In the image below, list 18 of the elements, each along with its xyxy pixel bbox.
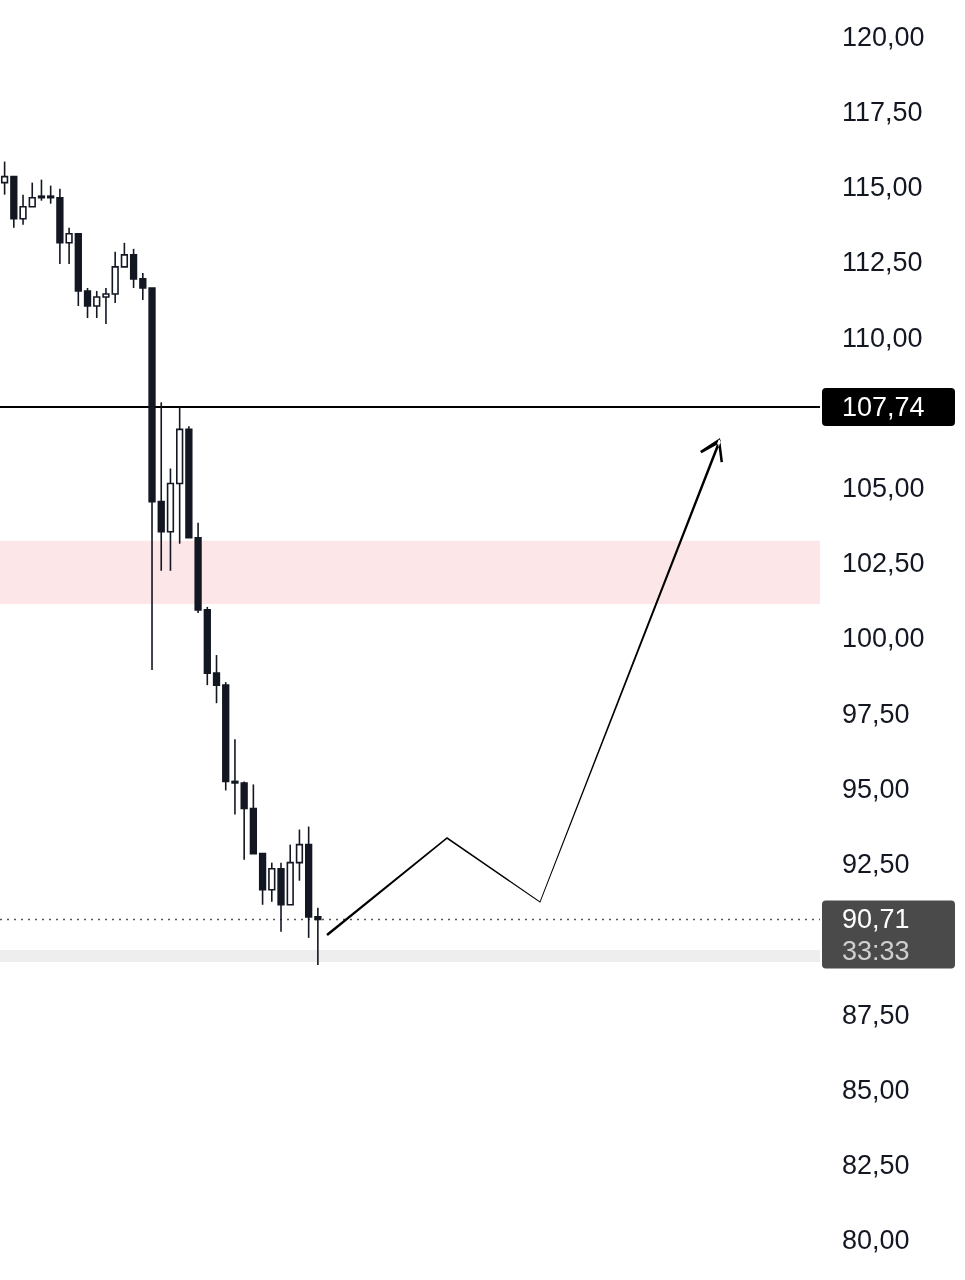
y-tick-label: 120,00 bbox=[842, 21, 925, 52]
ref-line-label: 107,74 bbox=[842, 391, 925, 422]
ref-line-label: 90,71 bbox=[842, 903, 910, 934]
y-tick-label: 97,50 bbox=[842, 698, 910, 729]
y-tick-label: 115,00 bbox=[842, 172, 923, 203]
y-tick-label: 95,00 bbox=[842, 773, 910, 804]
y-tick-label: 105,00 bbox=[842, 473, 925, 503]
y-tick-label: 82,50 bbox=[842, 1150, 910, 1181]
y-tick-label: 112,50 bbox=[842, 247, 923, 278]
text: 33:33 bbox=[842, 935, 910, 966]
y-tick-label: 80,00 bbox=[842, 1225, 910, 1256]
y-tick-label: 110,00 bbox=[842, 322, 923, 353]
y-tick-label: 85,00 bbox=[842, 1074, 910, 1105]
y-tick-label: 117,50 bbox=[842, 96, 923, 127]
y-tick-label: 87,50 bbox=[842, 999, 910, 1030]
y-tick-label: 102,50 bbox=[842, 548, 925, 579]
y-tick-label: 100,00 bbox=[842, 623, 925, 654]
y-tick-label: 92,50 bbox=[842, 849, 910, 880]
